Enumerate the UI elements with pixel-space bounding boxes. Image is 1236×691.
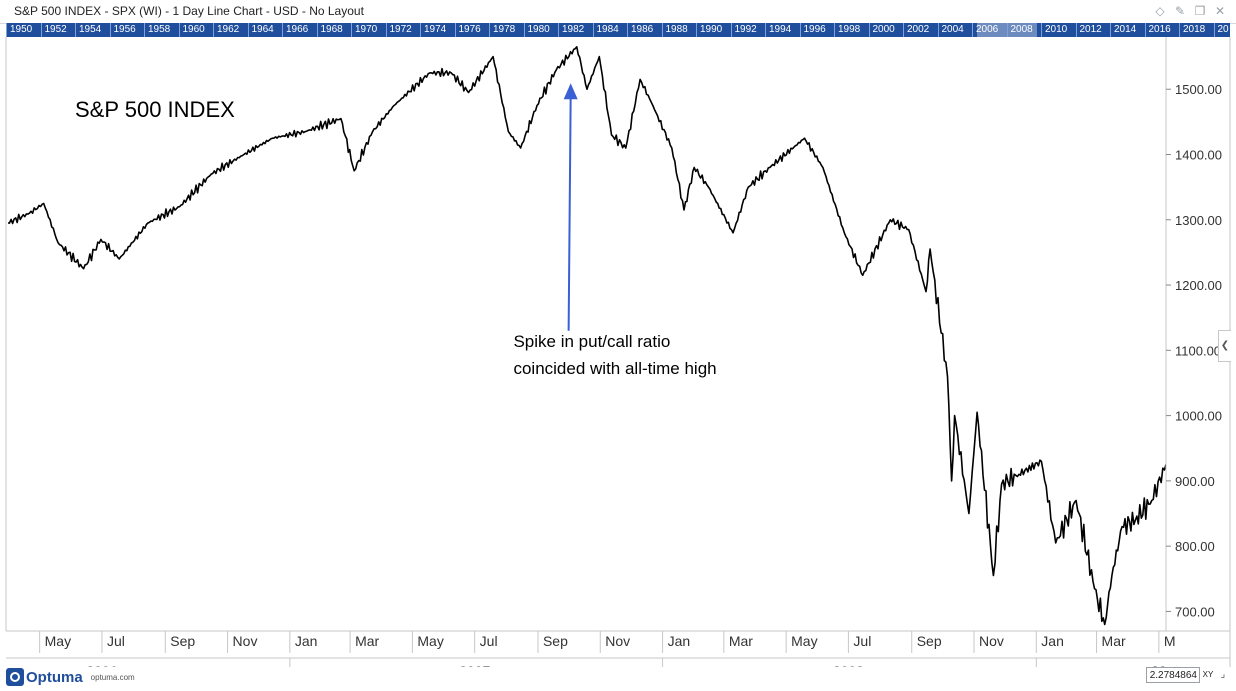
x-tick-label: Mar <box>355 633 379 649</box>
year-strip-label[interactable]: 1990 <box>696 23 731 37</box>
year-strip-label[interactable]: 1994 <box>765 23 800 37</box>
year-strip-label[interactable]: 2004 <box>937 23 973 37</box>
year-strip-label[interactable]: 1964 <box>247 23 283 37</box>
x-tick-label: May <box>791 633 817 649</box>
year-strip-label[interactable]: 1988 <box>661 23 697 37</box>
y-tick-label: 1300.00 <box>1175 213 1222 228</box>
year-strip-label[interactable]: 2000 <box>868 23 904 37</box>
chart-title: S&P 500 INDEX <box>75 97 235 122</box>
xy-button[interactable]: XY <box>1202 670 1214 679</box>
year-strip-label[interactable]: 1952 <box>40 23 76 37</box>
x-tick-label: Nov <box>233 633 258 649</box>
x-tick-label: Sep <box>917 633 942 649</box>
x-tick-label: Sep <box>543 633 568 649</box>
annotation-text-line: Spike in put/call ratio <box>513 332 670 351</box>
year-strip-label[interactable]: 1960 <box>178 23 214 37</box>
year-strip-label[interactable]: 1958 <box>144 23 179 37</box>
year-strip-label[interactable]: 1984 <box>592 23 628 37</box>
x-tick-label: Jan <box>668 633 691 649</box>
x-tick-label: Jan <box>295 633 318 649</box>
y-tick-label: 1500.00 <box>1175 82 1222 97</box>
logo-text: Optuma <box>26 668 83 686</box>
window-controls: ◇ ✎ ❐ ✕ <box>1152 3 1228 19</box>
year-label: 20 <box>1151 663 1167 667</box>
year-strip-label[interactable]: 1980 <box>523 23 559 37</box>
year-strip-label[interactable]: 1966 <box>282 23 317 37</box>
close-icon[interactable]: ✕ <box>1214 4 1226 18</box>
annotation-text-line: coincided with all-time high <box>513 359 716 378</box>
year-strip-label[interactable]: 2006 <box>972 23 1007 37</box>
year-strip-label[interactable]: 2014 <box>1110 23 1145 37</box>
year-strip-label[interactable]: 1976 <box>454 23 490 37</box>
panel-toggle-tab[interactable]: ❮ <box>1218 330 1231 362</box>
coordinate-readout: 2.2784864 <box>1146 667 1200 683</box>
y-tick-label: 900.00 <box>1175 474 1215 489</box>
year-strip-label[interactable]: 2002 <box>903 23 938 37</box>
year-strip-label[interactable]: 1956 <box>109 23 145 37</box>
year-label: 2006 <box>86 663 117 667</box>
year-strip-label[interactable]: 2008 <box>1006 23 1042 37</box>
x-tick-label: Mar <box>1102 633 1126 649</box>
year-strip-label[interactable]: 2010 <box>1041 23 1076 37</box>
annotation-arrow-head <box>563 83 578 100</box>
optuma-logo: Optuma optuma.com <box>6 667 135 687</box>
x-tick-label: M <box>1164 633 1176 649</box>
x-tick-label: Nov <box>979 633 1004 649</box>
window-titlebar: S&P 500 INDEX - SPX (WI) - 1 Day Line Ch… <box>0 0 1236 24</box>
y-tick-label: 1200.00 <box>1175 278 1222 293</box>
year-strip-label[interactable]: 1968 <box>316 23 352 37</box>
x-tick-label: Mar <box>729 633 753 649</box>
y-tick-label: 1400.00 <box>1175 147 1222 162</box>
year-strip-label[interactable]: 1978 <box>489 23 524 37</box>
y-tick-label: 1000.00 <box>1175 409 1222 424</box>
year-strip-label[interactable]: 1982 <box>558 23 593 37</box>
optuma-logo-icon <box>6 668 24 686</box>
x-tick-label: Jul <box>853 633 871 649</box>
year-strip-label[interactable]: 1950 <box>6 23 41 37</box>
x-tick-label: Jul <box>480 633 498 649</box>
year-strip-label[interactable]: 20 <box>1213 23 1231 37</box>
year-label: 2007 <box>459 663 490 667</box>
x-tick-label: Sep <box>170 633 195 649</box>
year-strip-label[interactable]: 1998 <box>834 23 869 37</box>
year-strip-label[interactable]: 1954 <box>75 23 110 37</box>
annotation-arrow-shaft <box>567 97 572 331</box>
y-tick-label: 800.00 <box>1175 539 1215 554</box>
year-strip-label[interactable]: 1986 <box>627 23 662 37</box>
window-title: S&P 500 INDEX - SPX (WI) - 1 Day Line Ch… <box>14 4 364 18</box>
year-strip-label[interactable]: 1996 <box>799 23 835 37</box>
x-tick-label: Jan <box>1041 633 1064 649</box>
year-strip-label[interactable]: 2012 <box>1075 23 1111 37</box>
x-tick-label: May <box>417 633 443 649</box>
pin-icon[interactable]: ✎ <box>1174 4 1186 18</box>
year-strip-label[interactable]: 1970 <box>351 23 386 37</box>
restore-icon[interactable]: ❐ <box>1194 4 1206 18</box>
y-tick-label: 1100.00 <box>1175 343 1221 358</box>
logo-url: optuma.com <box>90 672 135 682</box>
expand-icon[interactable]: ⌟ <box>1220 669 1226 680</box>
plot-area <box>7 46 1166 626</box>
x-tick-label: Jul <box>107 633 125 649</box>
x-tick-label: May <box>45 633 71 649</box>
price-series-line <box>7 46 1166 626</box>
year-strip-label[interactable]: 2016 <box>1144 23 1180 37</box>
year-strip-label[interactable]: 1972 <box>385 23 421 37</box>
year-strip-label[interactable]: 1962 <box>213 23 248 37</box>
price-chart[interactable]: 700.00 800.00 900.00 1000.00 1100.00 1200.00 1… <box>0 37 1236 667</box>
year-strip-label[interactable]: 1974 <box>420 23 455 37</box>
year-label: 2008 <box>833 663 864 667</box>
year-navigator-strip[interactable]: 1950 1952 1954 1956 1958 1960 1962 1964 1966 1968… <box>6 23 1230 37</box>
diamond-icon[interactable]: ◇ <box>1155 4 1165 18</box>
y-tick-label: 700.00 <box>1175 604 1215 619</box>
year-strip-label[interactable]: 2018 <box>1179 23 1214 37</box>
year-strip-label[interactable]: 1992 <box>730 23 766 37</box>
x-tick-label: Nov <box>605 633 630 649</box>
